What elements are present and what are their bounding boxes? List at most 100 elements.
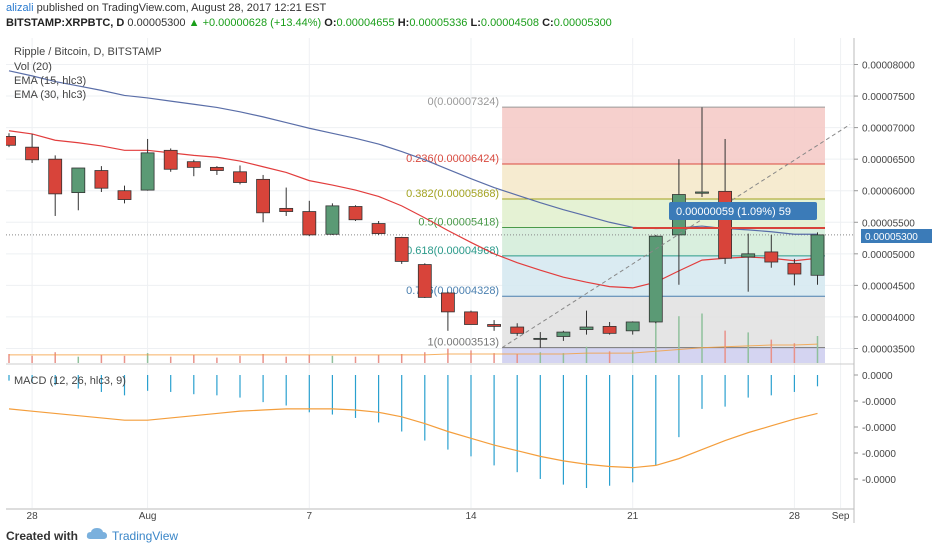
last-price-marker: 0.00005300 <box>861 229 932 243</box>
candle-body <box>2 136 16 146</box>
measure-tooltip: 0.00000059 (1.09%) 59 <box>669 202 817 220</box>
time-tick-label: 28 <box>27 511 39 522</box>
candle-body <box>695 191 709 194</box>
candle-body <box>556 331 571 337</box>
candle-body <box>279 207 294 212</box>
price-tick-label: 0.00008000 <box>862 61 915 72</box>
low-label: L: <box>470 17 481 29</box>
legend-vol: Vol (20) <box>14 61 52 73</box>
candle-body <box>417 264 432 298</box>
symbol-label: BITSTAMP:XRPBTC, D <box>6 17 125 29</box>
author-link[interactable]: alizali <box>6 2 34 14</box>
price-tick-label: 0.00003500 <box>862 344 915 355</box>
fib-level-label: 0(0.00007324) <box>428 96 500 108</box>
price-tick-label: 0.00006500 <box>862 155 915 166</box>
macd-tick-label: -0.0000 <box>862 475 896 486</box>
candle-body <box>25 146 40 161</box>
fib-zone <box>502 107 825 164</box>
time-tick-label: Sep <box>832 511 850 522</box>
close-value: 0.00005300 <box>553 17 612 29</box>
candle-body <box>186 161 201 168</box>
candle-body <box>648 235 663 323</box>
candle-body <box>394 237 409 262</box>
time-tick-label: 21 <box>627 511 639 522</box>
candle-body <box>233 171 247 183</box>
candle-body <box>602 325 617 334</box>
macd-signal-line <box>8 408 818 469</box>
open-label: O: <box>324 17 337 29</box>
price-tick-label: 0.00007000 <box>862 124 915 135</box>
chart-svg[interactable]: 0(0.00007324) 0.236(0.00006424) 0.382(0.00… <box>2 38 932 523</box>
time-tick-label: 14 <box>465 511 477 522</box>
footer: Created with TradingView <box>6 525 926 547</box>
volume-ma-line <box>9 343 818 356</box>
legend: Ripple / Bitcoin, D, BITSTAMP Vol (20) E… <box>14 46 162 387</box>
macd-tick-label: -0.0000 <box>862 449 896 460</box>
price-tick-label: 0.00004500 <box>862 281 915 292</box>
candle-body <box>741 253 756 258</box>
candle-body <box>140 152 155 191</box>
candle-body <box>810 234 825 276</box>
close-label: C: <box>542 17 554 29</box>
macd-tick-label: 0.0000 <box>862 371 893 382</box>
fib-zone <box>502 296 825 348</box>
macd-pane <box>8 375 819 488</box>
legend-title: Ripple / Bitcoin, D, BITSTAMP <box>14 46 162 58</box>
candles[interactable] <box>2 107 825 348</box>
fib-level-label: 0.236(0.00006424) <box>406 153 499 165</box>
price-tick-label: 0.00007500 <box>862 92 915 103</box>
candle-body <box>48 158 63 195</box>
trend-line-dashed <box>501 124 851 349</box>
tradingview-cloud-icon[interactable] <box>86 527 108 544</box>
fib-level-label: 1(0.00003513) <box>428 337 500 349</box>
candle-body <box>348 206 363 221</box>
created-with-text: Created with <box>6 529 79 543</box>
candle-body <box>440 292 455 313</box>
candle-body <box>764 251 779 263</box>
candle-body <box>209 166 224 171</box>
candle-body <box>787 262 802 275</box>
published-text: published on TradingView.com, August 28,… <box>36 2 327 14</box>
candle-body <box>510 326 525 334</box>
low-value: 0.00004508 <box>480 17 540 29</box>
tradingview-brand[interactable]: TradingView <box>112 529 179 543</box>
time-tick-label: 7 <box>307 511 313 522</box>
legend-ema30: EMA (30, hlc3) <box>14 89 86 101</box>
legend-ema15: EMA (15, hlc3) <box>14 75 86 87</box>
last-price: 0.00005300 <box>127 17 186 29</box>
candle-body <box>625 321 640 332</box>
price-tick-label: 0.00004000 <box>862 313 915 324</box>
fib-level-label: 0.618(0.00004968) <box>406 245 499 257</box>
candle-body <box>464 311 478 325</box>
price-tick-label: 0.00005000 <box>862 250 915 261</box>
candle-body <box>302 211 317 236</box>
time-tick-label: 28 <box>789 511 801 522</box>
open-value: 0.00004655 <box>336 17 395 29</box>
symbol-ohlc-line: BITSTAMP:XRPBTC, D 0.00005300 ▲ +0.00000… <box>6 17 612 31</box>
fib-level-label: 0.5(0.00005418) <box>418 216 499 228</box>
candle-body <box>163 149 178 170</box>
candle-body <box>579 326 594 330</box>
chart-container[interactable]: 0(0.00007324) 0.236(0.00006424) 0.382(0.00… <box>2 38 932 523</box>
high-value: 0.00005336 <box>409 17 468 29</box>
last-price-bg <box>861 229 932 243</box>
trend-line[interactable] <box>501 124 851 349</box>
high-label: H: <box>397 17 410 29</box>
candle-body <box>718 190 732 259</box>
time-tick-label: Aug <box>139 511 157 522</box>
price-change: +0.00000628 (+13.44%) <box>202 17 322 29</box>
up-triangle-icon: ▲ <box>188 17 200 29</box>
candle-body <box>371 223 386 235</box>
last-price-axis-label: 0.00005300 <box>865 232 918 243</box>
axes: 0.00008000 0.00007500 0.00007000 0.00006500… <box>6 38 915 523</box>
volume-bars <box>8 313 819 363</box>
price-tick-label: 0.00005500 <box>862 218 915 229</box>
candle-body <box>94 170 109 189</box>
candle-body <box>325 205 340 235</box>
fib-zone <box>502 347 825 363</box>
candle-body <box>71 167 86 194</box>
ema15-line <box>8 130 818 289</box>
fib-level-label: 0.382(0.00005868) <box>406 188 499 200</box>
candle-body <box>117 190 132 200</box>
candle-body <box>533 337 548 340</box>
